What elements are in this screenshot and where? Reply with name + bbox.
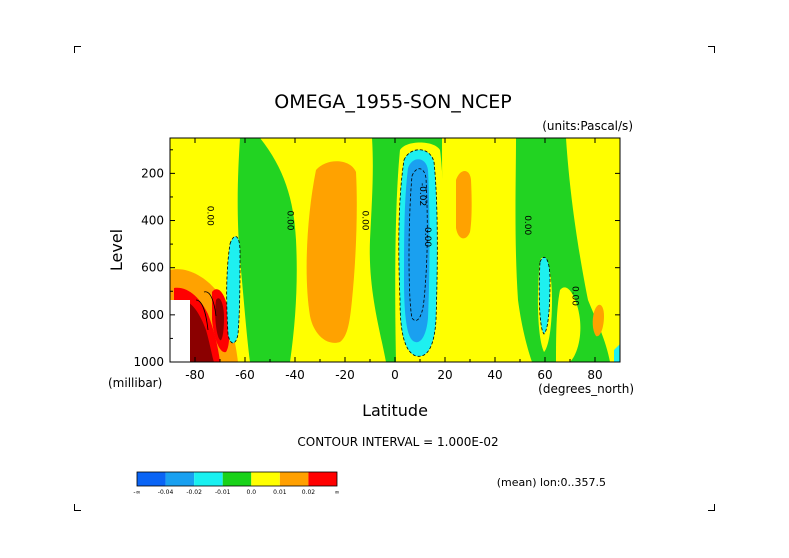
legend-swatch <box>251 472 280 486</box>
legend-label: 0.02 <box>302 489 316 496</box>
legend-swatch <box>165 472 195 486</box>
legend-swatch <box>137 472 166 486</box>
legend-label: 0.01 <box>273 489 287 496</box>
units-label: (units:Pascal/s) <box>542 119 633 133</box>
y-tick-label: 600 <box>141 261 164 275</box>
y-axis-label: Level <box>107 229 126 271</box>
contour-polar-2 <box>203 291 217 317</box>
fill-white-corner <box>170 300 190 362</box>
contour-label: 0.00 <box>570 286 580 306</box>
legend-label: 0.0 <box>247 489 257 496</box>
crop-mark-bottom-right <box>708 504 715 511</box>
y-tick-label: 200 <box>141 166 164 180</box>
legend-label: -0.01 <box>215 489 231 496</box>
contour-label: 0.00 <box>522 215 532 235</box>
x-tick-label: -60 <box>235 368 255 382</box>
legend-label: ∞ <box>335 489 340 496</box>
legend-label: -0.02 <box>186 489 202 496</box>
contour-labels: 0.00 0.00 0.00 0.00 -0.02 0.00 0.00 <box>205 183 580 306</box>
fill-orange-north <box>456 171 472 239</box>
contour-label: 0.00 <box>422 227 432 247</box>
contour-dashed-south <box>226 236 241 344</box>
legend-swatch <box>222 472 252 486</box>
contour-label: 0.00 <box>360 211 370 231</box>
legend-frame <box>136 471 338 487</box>
y-tick-label: 1000 <box>133 355 164 369</box>
mean-lon-text: (mean) lon:0..357.5 <box>497 476 606 489</box>
x-tick-label: 20 <box>437 368 452 382</box>
contour-label: -0.02 <box>417 183 427 206</box>
y-axis: 200 400 600 800 1000 <box>133 149 620 369</box>
fill-cyan-south <box>226 236 240 343</box>
legend-swatch <box>279 472 309 486</box>
contour-plot <box>170 138 620 362</box>
y-tick-label: 800 <box>141 308 164 322</box>
contour-polar-1 <box>195 299 209 331</box>
x-tick-label: 80 <box>587 368 602 382</box>
x-axis: -80 -60 -40 -20 0 20 40 60 80 <box>169 138 621 382</box>
legend-swatch <box>308 472 337 486</box>
y-tick-label: 400 <box>141 214 164 228</box>
x-units-label: (degrees_north) <box>538 382 634 396</box>
crop-mark-top-left <box>74 46 81 53</box>
contour-dashed-north <box>538 257 551 335</box>
x-tick-label: -80 <box>185 368 205 382</box>
x-tick-label: 0 <box>391 368 399 382</box>
fill-orange-south <box>306 161 357 343</box>
legend-label: -∞ <box>133 489 140 496</box>
contour-label: 0.00 <box>285 211 295 231</box>
color-legend: -∞ -0.04 -0.02 -0.01 0.0 0.01 0.02 ∞ <box>133 471 340 496</box>
chart-title: OMEGA_1955-SON_NCEP <box>274 91 511 113</box>
x-axis-label: Latitude <box>362 401 428 420</box>
x-tick-label: 60 <box>537 368 552 382</box>
crop-marks <box>74 46 715 511</box>
fill-yellow-north2 <box>566 138 620 362</box>
y-units-label: (millibar) <box>108 376 162 390</box>
x-tick-label: 40 <box>487 368 502 382</box>
crop-mark-top-right <box>708 46 715 53</box>
contour-dashed-equatorial-inner <box>408 168 428 321</box>
fill-yellow-north3 <box>556 287 581 362</box>
contour-label: 0.00 <box>205 206 215 226</box>
x-tick-label: -40 <box>285 368 305 382</box>
x-tick-label: -20 <box>335 368 355 382</box>
fill-cyan-edge <box>614 344 620 362</box>
crop-mark-bottom-left <box>74 504 81 511</box>
fill-cyan-north <box>539 257 550 334</box>
fill-darkred-cell <box>215 298 224 341</box>
contour-dashed-equatorial <box>398 149 438 357</box>
legend-swatch <box>194 472 223 486</box>
contour-interval-text: CONTOUR INTERVAL = 1.000E-02 <box>297 435 498 449</box>
fill-orange-northsmall <box>592 304 604 337</box>
legend-label: -0.04 <box>158 489 174 496</box>
